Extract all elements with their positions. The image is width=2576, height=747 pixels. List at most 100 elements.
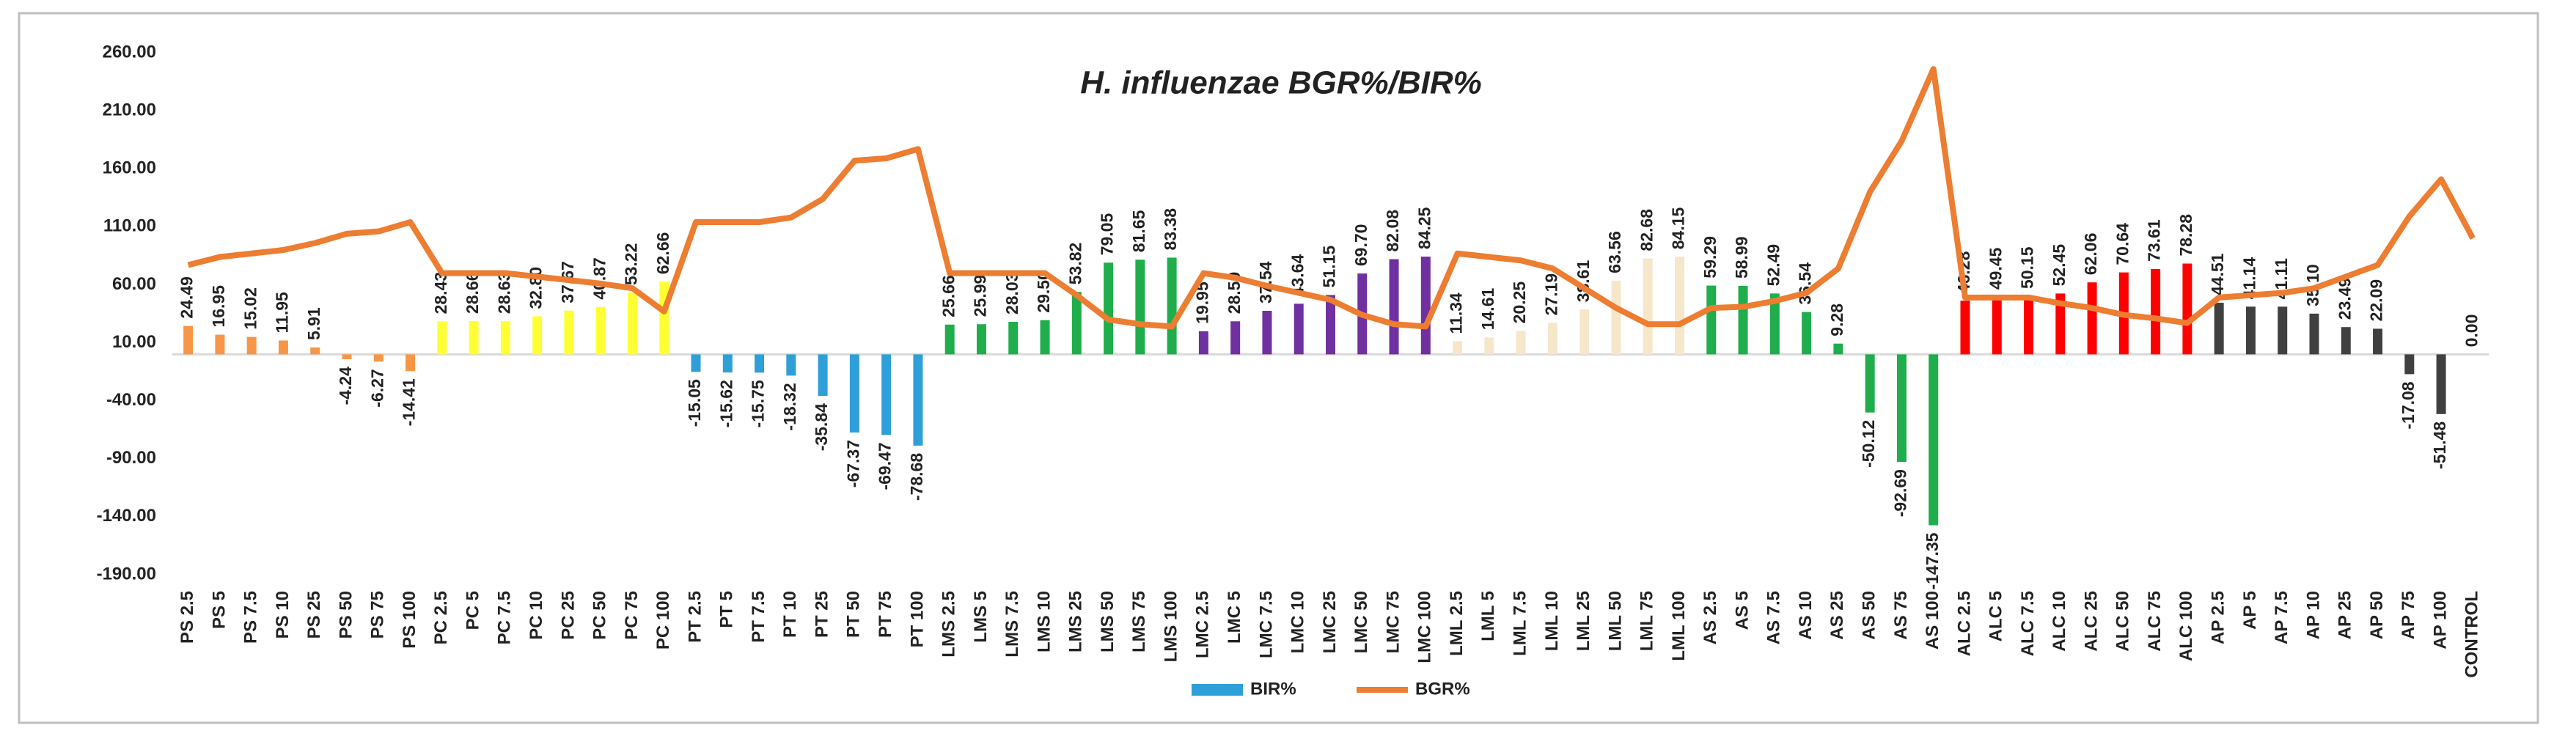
bar (818, 354, 828, 397)
x-tick-label: PS 2.5 (177, 591, 197, 644)
y-tick-label: -140.00 (97, 506, 156, 526)
bar (1865, 354, 1875, 413)
bar (1198, 331, 1208, 355)
x-tick-label: LMC 100 (1415, 591, 1435, 663)
x-tick-label: PT 7.5 (749, 591, 768, 643)
x-tick-label: ALC 100 (2176, 591, 2196, 661)
bar (2214, 302, 2224, 355)
x-tick-label: AS 50 (1860, 591, 1879, 640)
data-label: 58.99 (1732, 236, 1751, 279)
x-tick-label: AP 2.5 (2209, 591, 2228, 644)
data-label: 11.95 (273, 292, 292, 333)
data-label: 28.63 (494, 272, 513, 314)
data-label: 63.56 (1605, 231, 1624, 273)
bar (215, 334, 225, 355)
bar (564, 310, 574, 355)
x-tick-label: PT 2.5 (685, 591, 705, 643)
x-tick-label: LMC 7.5 (1256, 591, 1276, 658)
bar (1420, 257, 1431, 355)
x-tick-label: LMS 100 (1161, 591, 1181, 662)
chart-title: H. influenzae BGR%/BIR% (1080, 65, 1482, 101)
y-tick-label: -190.00 (97, 564, 156, 584)
x-tick-label: LMS 7.5 (1002, 591, 1022, 658)
bar (1135, 260, 1145, 355)
data-label: 11.34 (1447, 292, 1466, 334)
y-tick-label: 210.00 (103, 100, 156, 119)
x-tick-label: PC 50 (590, 591, 610, 640)
data-label: -50.12 (1859, 420, 1878, 468)
x-tick-label: AP 75 (2399, 591, 2418, 639)
y-tick-label: -40.00 (106, 390, 156, 410)
bar (1453, 341, 1463, 355)
data-label: 84.25 (1414, 207, 1434, 249)
bar (2404, 354, 2415, 375)
bar (595, 306, 606, 355)
data-label: 69.70 (1351, 224, 1370, 267)
x-tick-label: PT 50 (844, 591, 864, 638)
x-tick-label: PS 7.5 (241, 591, 261, 644)
bar (2373, 328, 2383, 355)
y-tick-label: 160.00 (103, 158, 156, 178)
data-label: 44.51 (2208, 253, 2227, 295)
data-label: -15.05 (685, 379, 704, 427)
x-tick-label: LMC 10 (1288, 591, 1308, 653)
x-tick-label: AS 2.5 (1700, 591, 1720, 644)
bar (246, 336, 257, 355)
data-label: 52.49 (1764, 244, 1783, 287)
x-tick-label: AS 10 (1796, 591, 1816, 640)
bar (342, 354, 352, 360)
x-tick-label: LMS 2.5 (939, 591, 959, 658)
data-label: 62.06 (2081, 233, 2100, 276)
data-label: 82.68 (1637, 209, 1656, 251)
bar (1738, 286, 1748, 355)
bar (532, 316, 543, 355)
data-label: 23.49 (2335, 278, 2354, 320)
bar (1611, 280, 1621, 355)
x-tick-label: AP 5 (2240, 591, 2260, 630)
x-tick-label: LMC 5 (1225, 591, 1244, 644)
x-tick-label: AS 25 (1827, 591, 1847, 640)
y-tick-label: 260.00 (103, 42, 156, 62)
x-tick-label: LMS 10 (1034, 591, 1054, 652)
x-tick-label: LML 50 (1605, 591, 1625, 651)
x-tick-label: LMC 25 (1320, 591, 1340, 653)
x-tick-label: LML 25 (1574, 591, 1593, 651)
bar (2341, 327, 2351, 355)
bar (1929, 354, 1939, 526)
x-tick-label: PC 100 (653, 591, 673, 650)
bar (1547, 323, 1557, 355)
data-label: -78.68 (907, 453, 926, 501)
data-label: 78.28 (2176, 214, 2195, 257)
data-label: -147.35 (1923, 532, 1942, 589)
x-tick-label: LML 2.5 (1447, 591, 1467, 656)
x-tick-label: LMS 25 (1066, 591, 1086, 652)
x-tick-label: PC 75 (622, 591, 642, 640)
x-tick-label: PT 100 (907, 591, 927, 647)
bar (2436, 354, 2446, 414)
data-label: 5.91 (304, 307, 323, 340)
bar (1293, 303, 1304, 355)
x-tick-label: LMS 75 (1129, 591, 1149, 652)
bar (1992, 297, 2002, 355)
data-label: 25.99 (971, 275, 990, 317)
x-tick-label: ALC 10 (2050, 591, 2069, 652)
x-tick-label: LML 75 (1637, 591, 1657, 651)
data-label: 73.61 (2145, 219, 2164, 262)
data-label: 49.45 (1986, 247, 2005, 290)
x-tick-label: PT 25 (812, 591, 832, 638)
data-label: 16.95 (209, 285, 228, 328)
data-label: 59.29 (1700, 236, 1720, 279)
bar (310, 347, 320, 355)
data-label: -14.41 (400, 378, 419, 426)
bar (1516, 331, 1526, 355)
bar (976, 324, 986, 355)
data-label: 27.19 (1541, 273, 1560, 316)
data-label: -67.37 (843, 440, 862, 487)
bar (1167, 257, 1177, 355)
bar (1643, 258, 1653, 355)
bar (849, 354, 859, 433)
bar (437, 321, 447, 355)
data-label: 36.54 (1796, 262, 1815, 305)
x-tick-label: PT 5 (717, 591, 737, 628)
x-tick-label: AP 7.5 (2272, 591, 2291, 644)
